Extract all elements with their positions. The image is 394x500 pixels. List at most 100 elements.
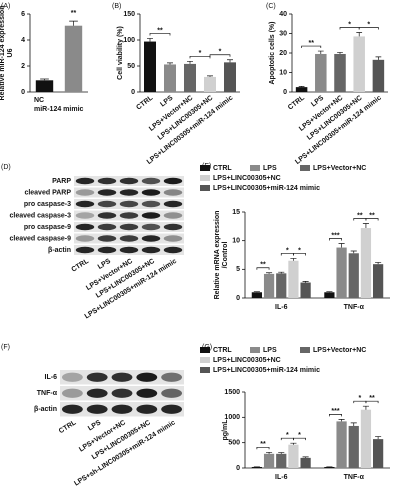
error-bar — [207, 75, 213, 77]
blot-band — [61, 388, 83, 398]
blot-lane-label: LPS — [97, 258, 113, 271]
y-tick-label: 150 — [123, 11, 135, 18]
significance-bracket — [365, 218, 379, 221]
bar — [144, 41, 156, 92]
significance-bracket — [256, 267, 270, 270]
bar — [300, 282, 311, 298]
blot-band — [111, 404, 133, 414]
y-tick-label: 10 — [279, 69, 287, 76]
significance-label: * — [298, 247, 301, 254]
blot-band — [86, 404, 108, 414]
y-axis-label: Relative mRNA expression — [214, 211, 221, 300]
significance-label: * — [199, 50, 202, 57]
blot-row-label: pro caspase-3 — [24, 201, 71, 208]
panel-label: (F) — [1, 344, 10, 351]
x-tick-label: LPS — [310, 94, 325, 108]
error-bar — [317, 50, 324, 54]
bar — [372, 264, 384, 298]
error-bar — [40, 78, 49, 81]
bar — [263, 453, 275, 468]
bar — [360, 228, 372, 298]
blot-band — [119, 235, 139, 242]
bar — [64, 25, 83, 93]
legend-swatch — [200, 347, 210, 353]
significance-label: ** — [369, 212, 375, 219]
significance-bracket — [301, 45, 322, 49]
blot-band — [119, 200, 139, 208]
blot-band — [75, 177, 95, 185]
bar — [348, 425, 359, 468]
bar — [204, 76, 216, 92]
bar — [184, 63, 196, 92]
blot-band — [75, 246, 95, 254]
blot-lane-label: LPS — [87, 419, 103, 432]
blot-band — [119, 189, 139, 196]
blot-row-label: β-actin — [48, 247, 71, 254]
y-tick-label: 4 — [21, 37, 25, 44]
blot-band — [97, 212, 117, 219]
blot-band — [141, 212, 161, 219]
panel-label: (A) — [1, 3, 10, 10]
y-tick-label: 1000 — [224, 414, 240, 421]
y-tick-label: 15 — [232, 209, 240, 216]
y-tick-label: 30 — [279, 30, 287, 37]
error-bar — [290, 258, 297, 261]
bar — [315, 53, 327, 92]
blot-lane-label: CTRL — [70, 257, 90, 273]
y-axis-label: /Control — [222, 242, 229, 269]
blot-lane-label: CTRL — [58, 419, 78, 435]
blot-band — [111, 388, 133, 398]
legend-label: LPS — [263, 347, 277, 354]
blot-band — [119, 177, 139, 185]
panel-label: (C) — [266, 3, 276, 10]
blot-band — [141, 189, 161, 196]
significance-label: *** — [331, 232, 339, 239]
significance-bracket — [329, 414, 342, 417]
bar — [276, 453, 287, 468]
bar — [251, 466, 263, 468]
bar — [263, 273, 275, 298]
blot-band — [163, 189, 183, 196]
blot-band — [97, 200, 117, 208]
error-bar — [69, 20, 78, 26]
blot-band — [141, 177, 161, 185]
y-tick-label: 40 — [279, 11, 287, 18]
blot-band — [97, 246, 117, 254]
legend-swatch — [200, 175, 210, 181]
significance-label: ** — [369, 395, 375, 402]
significance-label: * — [348, 21, 351, 28]
blot-band — [75, 235, 95, 242]
y-tick-label: 6 — [21, 11, 25, 18]
legend-swatch — [300, 165, 310, 171]
significance-label: ** — [71, 10, 77, 17]
error-bar — [338, 243, 345, 248]
legend-label: LPS+LINC00305+NC — [213, 357, 281, 364]
significance-label: ** — [357, 212, 363, 219]
error-bar — [375, 262, 382, 265]
blot-band — [163, 177, 183, 185]
bar — [224, 62, 236, 92]
legend-label: LPS+LINC00305+miR-124 mimic — [213, 185, 320, 192]
error-bar — [147, 38, 153, 42]
significance-bracket — [256, 446, 270, 450]
blot-band — [163, 246, 183, 254]
y-tick-label: 500 — [228, 440, 240, 447]
bar — [336, 247, 347, 298]
x-tick-label: IL-6 — [275, 474, 288, 481]
blot-band — [75, 200, 95, 208]
error-bar — [290, 442, 297, 445]
blot-band — [163, 212, 183, 219]
significance-bracket — [365, 400, 379, 404]
y-tick-label: 0 — [131, 89, 135, 96]
y-tick-label: 0 — [283, 89, 287, 96]
error-bar — [167, 62, 173, 65]
error-bar — [337, 52, 343, 54]
panel-label: (D) — [1, 164, 11, 171]
blot-band — [86, 372, 108, 382]
legend-swatch — [300, 347, 310, 353]
error-bar — [266, 451, 273, 454]
blot-row-label: TNF-α — [37, 390, 58, 397]
blot-row-label: β-actin — [34, 406, 57, 413]
error-bar — [302, 281, 309, 283]
